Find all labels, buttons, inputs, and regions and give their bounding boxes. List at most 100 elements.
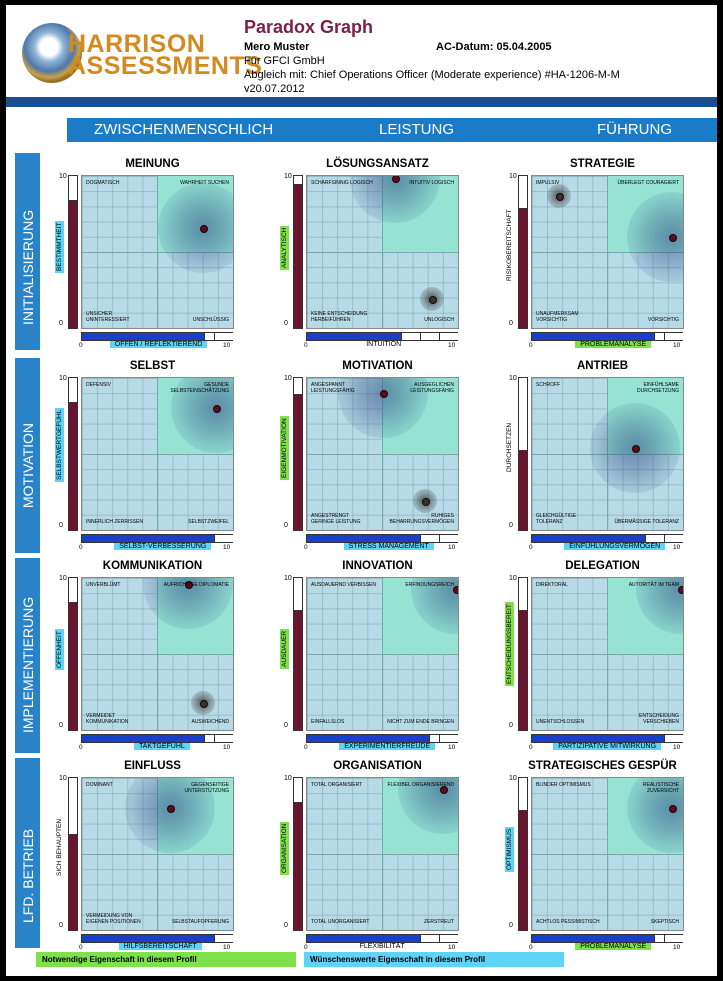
logo-line2: ASSESSMENTS bbox=[68, 52, 263, 80]
bar-segment bbox=[410, 333, 421, 340]
quadrant-label-tr: FLEXIBEL ORGANISIEREND bbox=[387, 782, 455, 788]
quadrant-label-br: ÜBERMÄSSIGE TOLERANZ bbox=[614, 518, 679, 525]
axis-max: 10 bbox=[448, 342, 456, 349]
axis-max: 10 bbox=[59, 375, 67, 382]
secondary-point bbox=[556, 192, 565, 201]
bar-segment bbox=[213, 935, 224, 942]
quadrant-label-bl: UNAUFMERKSAM VORSICHTIG bbox=[536, 311, 579, 323]
paradox-plot-area: DEFENSIV GESUNDE SELBSTEINSCHÄTZUNG INNER… bbox=[81, 377, 234, 531]
vertical-axis-label: SELBSTWERTGEFÜHL bbox=[55, 407, 64, 482]
bar-segment bbox=[223, 535, 233, 542]
globe-logo-icon bbox=[22, 23, 82, 83]
bar-segment bbox=[69, 192, 77, 201]
bar-segment bbox=[429, 333, 440, 340]
result-point bbox=[391, 176, 400, 183]
graph-title: STRATEGISCHES GESPÜR bbox=[528, 760, 677, 772]
quadrant-label-tr: AUSGEGLICHEN LEISTUNGSFÄHIG bbox=[410, 382, 454, 394]
axis-max: 10 bbox=[509, 173, 517, 180]
axis-max: 10 bbox=[509, 775, 517, 782]
quadrant-divider-h bbox=[532, 854, 683, 855]
paradox-graph: ORGANISATION 10 0 ORGANISATION TOTAL ORG… bbox=[280, 760, 469, 959]
axis-max: 10 bbox=[59, 575, 67, 582]
horizontal-level-bar bbox=[81, 934, 233, 943]
vertical-axis-label: EIGENMOTIVATION bbox=[280, 416, 289, 480]
bar-segment bbox=[213, 735, 224, 742]
paradox-graph: DELEGATION 10 0 ENTSCHEIDUNGSBEREIT DIRE… bbox=[505, 560, 694, 759]
graph-title: MEINUNG bbox=[125, 158, 180, 170]
bar-segment bbox=[663, 735, 674, 742]
bar-segment bbox=[223, 935, 233, 942]
bar-segment bbox=[673, 735, 683, 742]
column-fuehrung: FÜHRUNG bbox=[597, 121, 672, 138]
quadrant-label-br: AUSWEICHEND bbox=[191, 718, 229, 725]
axis-max: 10 bbox=[223, 744, 231, 751]
horizontal-level-bar bbox=[306, 332, 458, 341]
legend-desired: Wünschenswerte Eigenschaft in diesem Pro… bbox=[304, 952, 564, 967]
legend-required: Notwendige Eigenschaft in diesem Profil bbox=[36, 952, 296, 967]
quadrant-label-tr: WAHRHEIT SUCHEN bbox=[180, 180, 229, 186]
axis-max: 10 bbox=[284, 375, 292, 382]
column-leistung: LEISTUNG bbox=[379, 121, 455, 138]
axis-min: 0 bbox=[284, 722, 288, 729]
vertical-axis-label: SICH BEHAUPTEN bbox=[56, 819, 63, 877]
candidate-name: Mero Muster bbox=[244, 41, 310, 53]
bar-segment bbox=[673, 333, 683, 340]
result-point bbox=[678, 585, 683, 594]
axis-max: 10 bbox=[59, 173, 67, 180]
bar-segment bbox=[223, 333, 233, 340]
bar-segment bbox=[204, 333, 215, 340]
paradox-plot-area: ANGESPANNT LEISTUNGSFÄHIG AUSGEGLICHEN LEI… bbox=[306, 377, 459, 531]
axis-min: 0 bbox=[79, 342, 83, 349]
bar-segment bbox=[438, 735, 449, 742]
axis-min: 0 bbox=[509, 722, 513, 729]
result-point bbox=[453, 585, 458, 594]
bar-segment bbox=[448, 735, 458, 742]
quadrant-label-bl: KEINE ENTSCHEIDUNG HERBEIFÜHREN bbox=[311, 311, 368, 323]
axis-max: 10 bbox=[448, 944, 456, 951]
axis-min: 0 bbox=[304, 544, 308, 551]
bar-segment bbox=[519, 442, 527, 451]
vertical-axis-label: AUSDAUER bbox=[280, 628, 289, 669]
comparison: Abgleich mit: Chief Operations Officer (… bbox=[244, 69, 620, 81]
row-band-initialisierung: INITIALISIERUNG bbox=[15, 153, 40, 350]
quadrant-label-tr: ÜBERLEGT COURAGIERT bbox=[617, 180, 680, 186]
quadrant-label-br: SKEPTISCH bbox=[650, 918, 679, 925]
horizontal-level-bar bbox=[81, 534, 233, 543]
logo-wordmark: HARRISON ASSESSMENTS bbox=[68, 30, 263, 80]
horizontal-axis-label: PROBLEMANALYSE bbox=[575, 943, 652, 950]
bar-segment bbox=[294, 602, 302, 611]
bar-segment bbox=[519, 200, 527, 209]
bar-segment bbox=[429, 935, 440, 942]
quadrant-label-bl: VERMEIDET KOMMUNIKATION bbox=[86, 713, 129, 725]
paradox-plot-area: IMPULSIV ÜBERLEGT COURAGIERT UNAUFMERKSA… bbox=[531, 175, 684, 329]
graph-title: ANTRIEB bbox=[576, 360, 629, 372]
quadrant-label-br: RUHIGES BEHARRUNGSVERMÖGEN bbox=[389, 513, 454, 525]
bar-segment bbox=[448, 935, 458, 942]
quadrant-label-bl: UNENTSCHLOSSEN bbox=[536, 718, 585, 725]
point-glow bbox=[157, 182, 233, 273]
vertical-axis-label: OPTIMISMUS bbox=[505, 826, 514, 872]
horizontal-axis-label: STRESS MANAGEMENT bbox=[343, 543, 434, 550]
quadrant-label-tl: DIREKTORAL bbox=[536, 582, 568, 588]
row-band-motivation: MOTIVATION bbox=[15, 358, 40, 553]
quadrant-label-tl: TOTAL ORGANISIERT bbox=[311, 782, 363, 788]
result-point bbox=[184, 581, 193, 590]
quadrant-label-tr: AUTORITÄT IM TEAM bbox=[628, 582, 679, 588]
logo-line1: HARRISON bbox=[68, 30, 206, 58]
bar-segment bbox=[654, 535, 665, 542]
row-band-implementierung: IMPLEMENTIERUNG bbox=[15, 558, 40, 753]
paradox-graph: MEINUNG 10 0 BESTIMMTHEIT DOGMATISCH WAH… bbox=[55, 158, 244, 357]
axis-min: 0 bbox=[509, 320, 513, 327]
bar-segment bbox=[663, 333, 674, 340]
graph-title: SELBST bbox=[129, 360, 176, 372]
paradox-plot-area: TOTAL ORGANISIERT FLEXIBEL ORGANISIEREND… bbox=[306, 777, 459, 931]
axis-min: 0 bbox=[284, 522, 288, 529]
row-label-motivation: MOTIVATION bbox=[20, 422, 36, 508]
horizontal-level-bar bbox=[531, 534, 683, 543]
bar-segment bbox=[663, 535, 674, 542]
axis-min: 0 bbox=[59, 522, 63, 529]
vertical-axis-label: ORGANISATION bbox=[280, 821, 289, 876]
horizontal-axis-label: EXPERIMENTIERFREUDE bbox=[339, 743, 436, 750]
quadrant-label-bl: TOTAL UNORGANISIERT bbox=[311, 918, 370, 925]
vertical-level-bar bbox=[293, 777, 303, 931]
